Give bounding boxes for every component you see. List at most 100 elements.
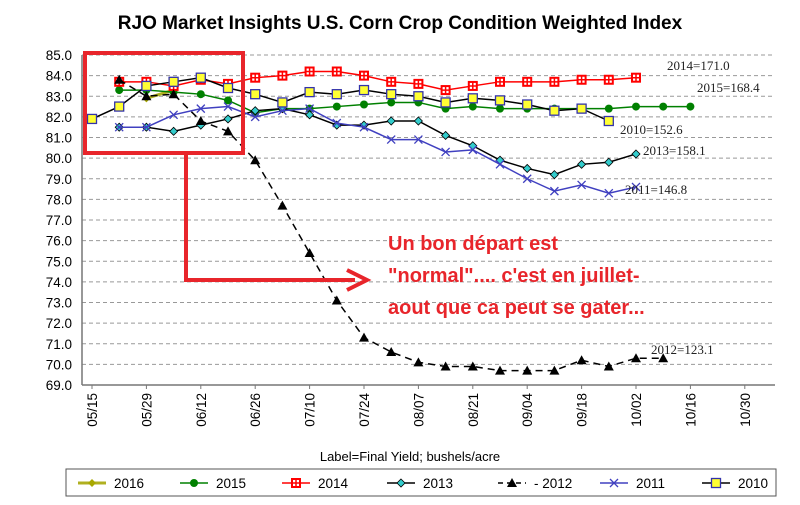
square-marker (386, 89, 397, 100)
x-marker (495, 159, 505, 169)
series-end-label: 2014=171.0 (667, 58, 730, 73)
plus-marker (278, 71, 287, 80)
plus-marker (550, 77, 559, 86)
series-end-label: 2011=146.8 (625, 182, 687, 197)
plus-marker (496, 77, 504, 86)
triangle-marker (277, 200, 288, 210)
square-marker (413, 91, 424, 102)
square-marker (603, 115, 614, 127)
square-marker (467, 93, 478, 104)
x-tick-label: 07/10 (303, 393, 318, 427)
series-2010 (86, 72, 614, 127)
x-marker (277, 106, 287, 116)
triangle-marker (576, 355, 587, 365)
square-marker (114, 101, 125, 112)
series-line-2011 (119, 105, 637, 194)
y-tick-label: 83.0 (46, 89, 72, 104)
circle-marker (659, 102, 668, 111)
series-end-label: 2010=152.6 (620, 122, 683, 137)
square-marker (195, 72, 206, 83)
plus-marker (414, 79, 423, 88)
highlight-box (83, 51, 245, 155)
series-line-2015 (119, 89, 691, 114)
x-marker (141, 122, 151, 132)
annotation-text: Un bon départ est (388, 233, 558, 255)
triangle-marker (331, 295, 342, 305)
series-end-label: 2015=168.4 (697, 80, 760, 95)
series-line-2013 (119, 107, 637, 176)
triangle-marker (603, 361, 614, 371)
x-marker (577, 180, 587, 190)
circle-marker (686, 102, 695, 111)
triangle-marker (522, 365, 533, 375)
plus-marker (523, 77, 532, 86)
plus-marker (292, 479, 300, 487)
square-marker (250, 89, 261, 100)
x-marker (549, 186, 559, 196)
square-marker (304, 86, 315, 98)
x-tick-label: 06/12 (194, 393, 209, 427)
x-marker (413, 135, 423, 145)
x-marker (468, 145, 478, 155)
series-end-label: 2013=158.1 (643, 143, 706, 158)
square-marker (440, 97, 451, 108)
plus-marker (577, 75, 586, 84)
x-marker (250, 112, 260, 122)
diamond-marker (250, 106, 260, 116)
triangle-marker (195, 116, 206, 125)
x-marker (114, 122, 124, 132)
x-tick-label: 07/24 (357, 393, 372, 427)
square-marker (331, 89, 342, 100)
legend-label: 2015 (216, 476, 246, 491)
circle-marker (115, 86, 124, 95)
x-marker (441, 147, 451, 157)
diamond-marker (441, 130, 451, 141)
y-tick-label: 73.0 (46, 296, 72, 311)
square-marker (168, 76, 179, 87)
arrow-line (184, 153, 355, 282)
triangle-marker (223, 126, 233, 136)
plus-marker (360, 71, 368, 80)
x-axis-label: Label=Final Yield; bushels/acre (320, 449, 500, 464)
x-tick-label: 06/26 (248, 393, 263, 427)
x-marker (305, 104, 315, 114)
legend-item-2010: 2010 (702, 476, 768, 491)
annotation-text: aout que ca peut se gater... (388, 297, 645, 319)
x-tick-label: 05/15 (85, 393, 100, 427)
x-marker (604, 188, 614, 198)
legend-label: 2013 (423, 476, 453, 491)
plus-marker (305, 67, 314, 76)
series-2011 (114, 102, 641, 198)
x-tick-label: 10/16 (683, 393, 698, 427)
triangle-marker (359, 332, 369, 342)
x-marker (332, 118, 342, 128)
square-marker (576, 103, 587, 114)
legend-label: 2010 (738, 476, 768, 491)
square-marker (86, 113, 98, 125)
triangle-marker (304, 248, 315, 257)
square-marker (277, 97, 288, 108)
y-tick-label: 69.0 (46, 378, 72, 393)
square-marker (522, 99, 533, 110)
triangle-marker (114, 74, 125, 84)
circle-marker (224, 96, 232, 105)
diamond-marker (88, 479, 96, 487)
legend-item-2012: - 2012 (498, 476, 572, 491)
x-tick-label: 10/30 (738, 393, 753, 427)
plus-marker (632, 73, 640, 82)
triangle-marker (495, 365, 505, 375)
triangle-marker (141, 91, 152, 101)
triangle-marker (386, 347, 397, 356)
series-2013 (114, 104, 641, 180)
y-tick-label: 78.0 (46, 192, 72, 207)
chart-title: RJO Market Insights U.S. Corn Crop Condi… (118, 13, 683, 34)
y-tick-label: 84.0 (46, 69, 72, 84)
legend-box (65, 468, 777, 497)
legend-label: 2014 (318, 476, 349, 491)
diamond-marker (468, 141, 478, 151)
square-marker (494, 95, 506, 106)
square-marker (222, 82, 234, 94)
circle-marker (632, 102, 640, 111)
circle-marker (387, 98, 396, 107)
